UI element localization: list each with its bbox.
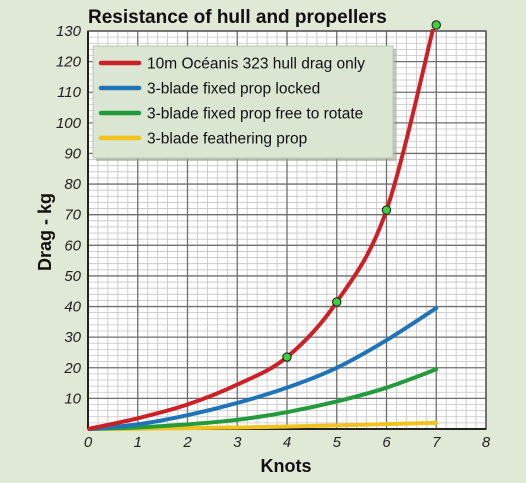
x-axis-title: Knots xyxy=(261,456,312,476)
x-tick-label: 0 xyxy=(84,434,93,451)
y-tick-label: 100 xyxy=(56,115,82,132)
x-tick-label: 1 xyxy=(134,434,142,451)
legend-label: 3-blade feathering prop xyxy=(147,131,307,148)
legend-label: 3-blade fixed prop free to rotate xyxy=(147,106,363,123)
chart-title: Resistance of hull and propellers xyxy=(88,7,387,28)
series-line-2 xyxy=(88,306,439,431)
data-point-marker xyxy=(431,20,441,30)
x-tick-label: 5 xyxy=(333,434,342,451)
y-tick-label: 130 xyxy=(56,23,82,40)
y-tick-label: 10 xyxy=(64,390,81,407)
y-tick-label: 30 xyxy=(64,329,81,346)
data-point-marker xyxy=(282,352,292,362)
y-tick-label: 120 xyxy=(56,54,82,71)
data-point-marker xyxy=(381,205,392,215)
y-tick-label: 110 xyxy=(57,84,82,101)
x-tick-label: 7 xyxy=(432,434,441,451)
y-tick-label: 70 xyxy=(64,207,81,224)
x-tick-label: 3 xyxy=(233,434,242,451)
x-tick-label: 8 xyxy=(482,434,491,451)
series-line-3 xyxy=(88,367,439,431)
legend-box xyxy=(92,45,394,159)
y-tick-label: 80 xyxy=(64,176,81,193)
y-tick-label: 90 xyxy=(64,145,81,162)
legend-label: 3-blade fixed prop locked xyxy=(147,81,320,98)
data-point-marker xyxy=(332,297,342,307)
axes: 0 1 2 3 4 5 6 7 8 10 20 30 40 50 60 70 80 90 100 110 120 130 xyxy=(56,23,491,451)
y-tick-label: 40 xyxy=(64,299,81,316)
data-markers xyxy=(282,20,441,362)
x-tick-label: 2 xyxy=(182,434,192,451)
x-tick-label: 4 xyxy=(283,434,291,451)
y-tick-label: 60 xyxy=(64,237,81,254)
x-tick-label: 6 xyxy=(382,434,391,451)
y-tick-label: 20 xyxy=(63,360,81,377)
y-axis-title: Drag - kg xyxy=(35,193,55,271)
legend: 10m Océanis 323 hull drag only 3-blade fi… xyxy=(92,45,396,161)
y-tick-label: 50 xyxy=(64,268,81,285)
legend-label: 10m Océanis 323 hull drag only xyxy=(147,56,365,73)
